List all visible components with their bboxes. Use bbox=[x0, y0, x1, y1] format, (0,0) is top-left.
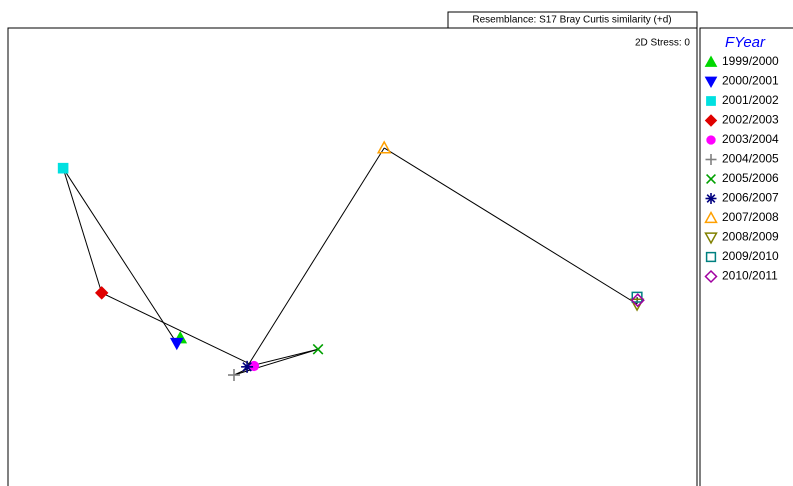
legend-marker bbox=[704, 76, 718, 89]
legend-marker-shape bbox=[704, 76, 718, 89]
point bbox=[94, 286, 109, 300]
legend-marker-stroke bbox=[706, 174, 716, 184]
legend-label: 2005/2006 bbox=[722, 171, 779, 185]
trajectory-segment bbox=[62, 168, 103, 294]
legend-marker bbox=[705, 154, 717, 165]
legend-label: 2010/2011 bbox=[722, 269, 778, 283]
legend-marker bbox=[706, 135, 716, 145]
point bbox=[241, 360, 254, 373]
trajectory-segment bbox=[62, 167, 178, 344]
legend-marker bbox=[704, 269, 718, 284]
legend-marker bbox=[706, 96, 716, 106]
legend-marker bbox=[704, 114, 718, 127]
legend-label: 1999/2000 bbox=[722, 54, 779, 68]
point-shape bbox=[169, 337, 184, 351]
legend-marker-shape bbox=[705, 251, 717, 263]
plot-frame bbox=[7, 27, 698, 486]
point-stroke bbox=[242, 362, 252, 372]
legend-label: 2008/2009 bbox=[722, 230, 779, 244]
trajectory-segment bbox=[101, 292, 255, 367]
point-stroke bbox=[312, 343, 324, 355]
trajectory-segment bbox=[383, 147, 638, 305]
legend-label: 2000/2001 bbox=[722, 74, 779, 88]
point bbox=[169, 337, 184, 351]
legend-marker-shape bbox=[704, 269, 718, 284]
legend-label: 2009/2010 bbox=[722, 249, 779, 263]
trajectory-segment bbox=[246, 147, 385, 368]
legend-label: 2006/2007 bbox=[722, 191, 779, 205]
trajectory-segment bbox=[233, 348, 319, 376]
legend-title: FYear bbox=[725, 34, 766, 51]
point bbox=[376, 140, 392, 154]
point-shape bbox=[376, 140, 392, 154]
legend-marker-stroke bbox=[706, 194, 716, 203]
legend-label: 2003/2004 bbox=[722, 132, 779, 146]
chart-title: Resemblance: S17 Bray Curtis similarity … bbox=[472, 15, 671, 26]
point-shape bbox=[94, 286, 109, 300]
legend-marker-shape bbox=[704, 232, 718, 245]
legend-marker-shape bbox=[704, 55, 718, 67]
legend-label: 2001/2002 bbox=[722, 93, 779, 107]
point bbox=[312, 343, 324, 355]
point-shape bbox=[630, 293, 645, 308]
legend-marker-shape bbox=[706, 96, 716, 106]
legend-marker bbox=[705, 251, 717, 263]
trajectory-segment bbox=[246, 348, 319, 368]
legend-marker bbox=[704, 232, 718, 245]
legend-marker bbox=[704, 55, 718, 67]
legend-label: 2002/2003 bbox=[722, 113, 779, 127]
legend-marker-shape bbox=[704, 114, 718, 127]
legend-marker bbox=[704, 210, 718, 224]
stress-annotation: 2D Stress: 0 bbox=[635, 38, 690, 49]
legend-marker-shape bbox=[706, 135, 716, 145]
legend-label: 2007/2008 bbox=[722, 210, 779, 224]
point-shape bbox=[57, 162, 69, 174]
point bbox=[227, 369, 240, 382]
legend-marker bbox=[705, 193, 717, 204]
legend-label: 2004/2005 bbox=[722, 152, 779, 166]
legend-marker-shape bbox=[704, 210, 718, 224]
point bbox=[630, 293, 645, 308]
legend-marker bbox=[706, 174, 716, 184]
point bbox=[57, 162, 69, 174]
legend-frame bbox=[699, 27, 793, 486]
